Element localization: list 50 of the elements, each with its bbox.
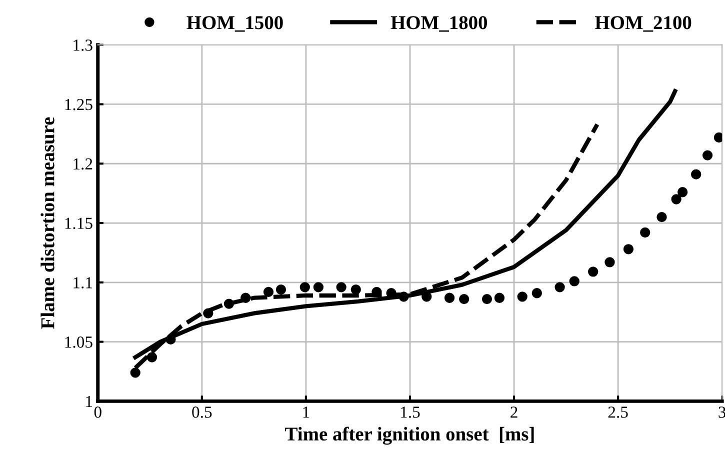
point: [671, 194, 682, 204]
point: [517, 292, 528, 302]
point: [640, 227, 650, 238]
point: [276, 284, 286, 295]
x-tick-label: 1: [303, 406, 310, 418]
x-tick-label: 2: [510, 406, 518, 418]
point: [569, 276, 580, 286]
point: [350, 284, 361, 295]
point: [444, 292, 455, 303]
point: [146, 352, 158, 362]
x-tick-label: 1.5: [401, 406, 420, 418]
point: [623, 244, 634, 254]
y-tick-label: 1.1: [74, 277, 92, 288]
point: [240, 292, 251, 303]
y-tick-label: 1.25: [65, 98, 92, 110]
point: [422, 292, 432, 302]
point: [702, 150, 713, 160]
point: [203, 308, 214, 318]
legend-label: HOM_1800: [390, 16, 488, 32]
point: [130, 368, 140, 378]
point: [656, 212, 667, 222]
point: [554, 282, 565, 292]
y-tick-label: 1.15: [65, 218, 92, 230]
point: [313, 282, 324, 292]
point: [691, 169, 702, 180]
point: [224, 298, 234, 309]
y-tick-label: 1: [86, 396, 92, 407]
point: [300, 282, 310, 292]
x-tick-label: 2.5: [608, 406, 628, 418]
point: [677, 187, 688, 198]
point: [494, 292, 505, 303]
y-tick-label: 1.3: [74, 40, 92, 51]
x-axis-title: Time after ignition onset [ms]: [285, 426, 534, 445]
y-axis-title: Flame distortion measure: [40, 117, 54, 329]
point: [482, 294, 492, 304]
y-tick-label: 1.2: [74, 158, 92, 170]
x-tick-label: 0.5: [192, 406, 212, 418]
y-tick-label: 1.05: [65, 336, 92, 348]
legend-label: HOM_1500: [186, 16, 283, 32]
x-tick-label: 0: [94, 406, 102, 418]
point: [166, 334, 176, 345]
point: [714, 132, 722, 143]
point: [532, 288, 542, 298]
point: [398, 292, 409, 302]
point: [588, 266, 598, 277]
point: [336, 282, 346, 292]
legend-label: HOM_2100: [595, 16, 692, 32]
point: [459, 294, 470, 304]
point: [604, 257, 615, 268]
point: [263, 286, 274, 298]
